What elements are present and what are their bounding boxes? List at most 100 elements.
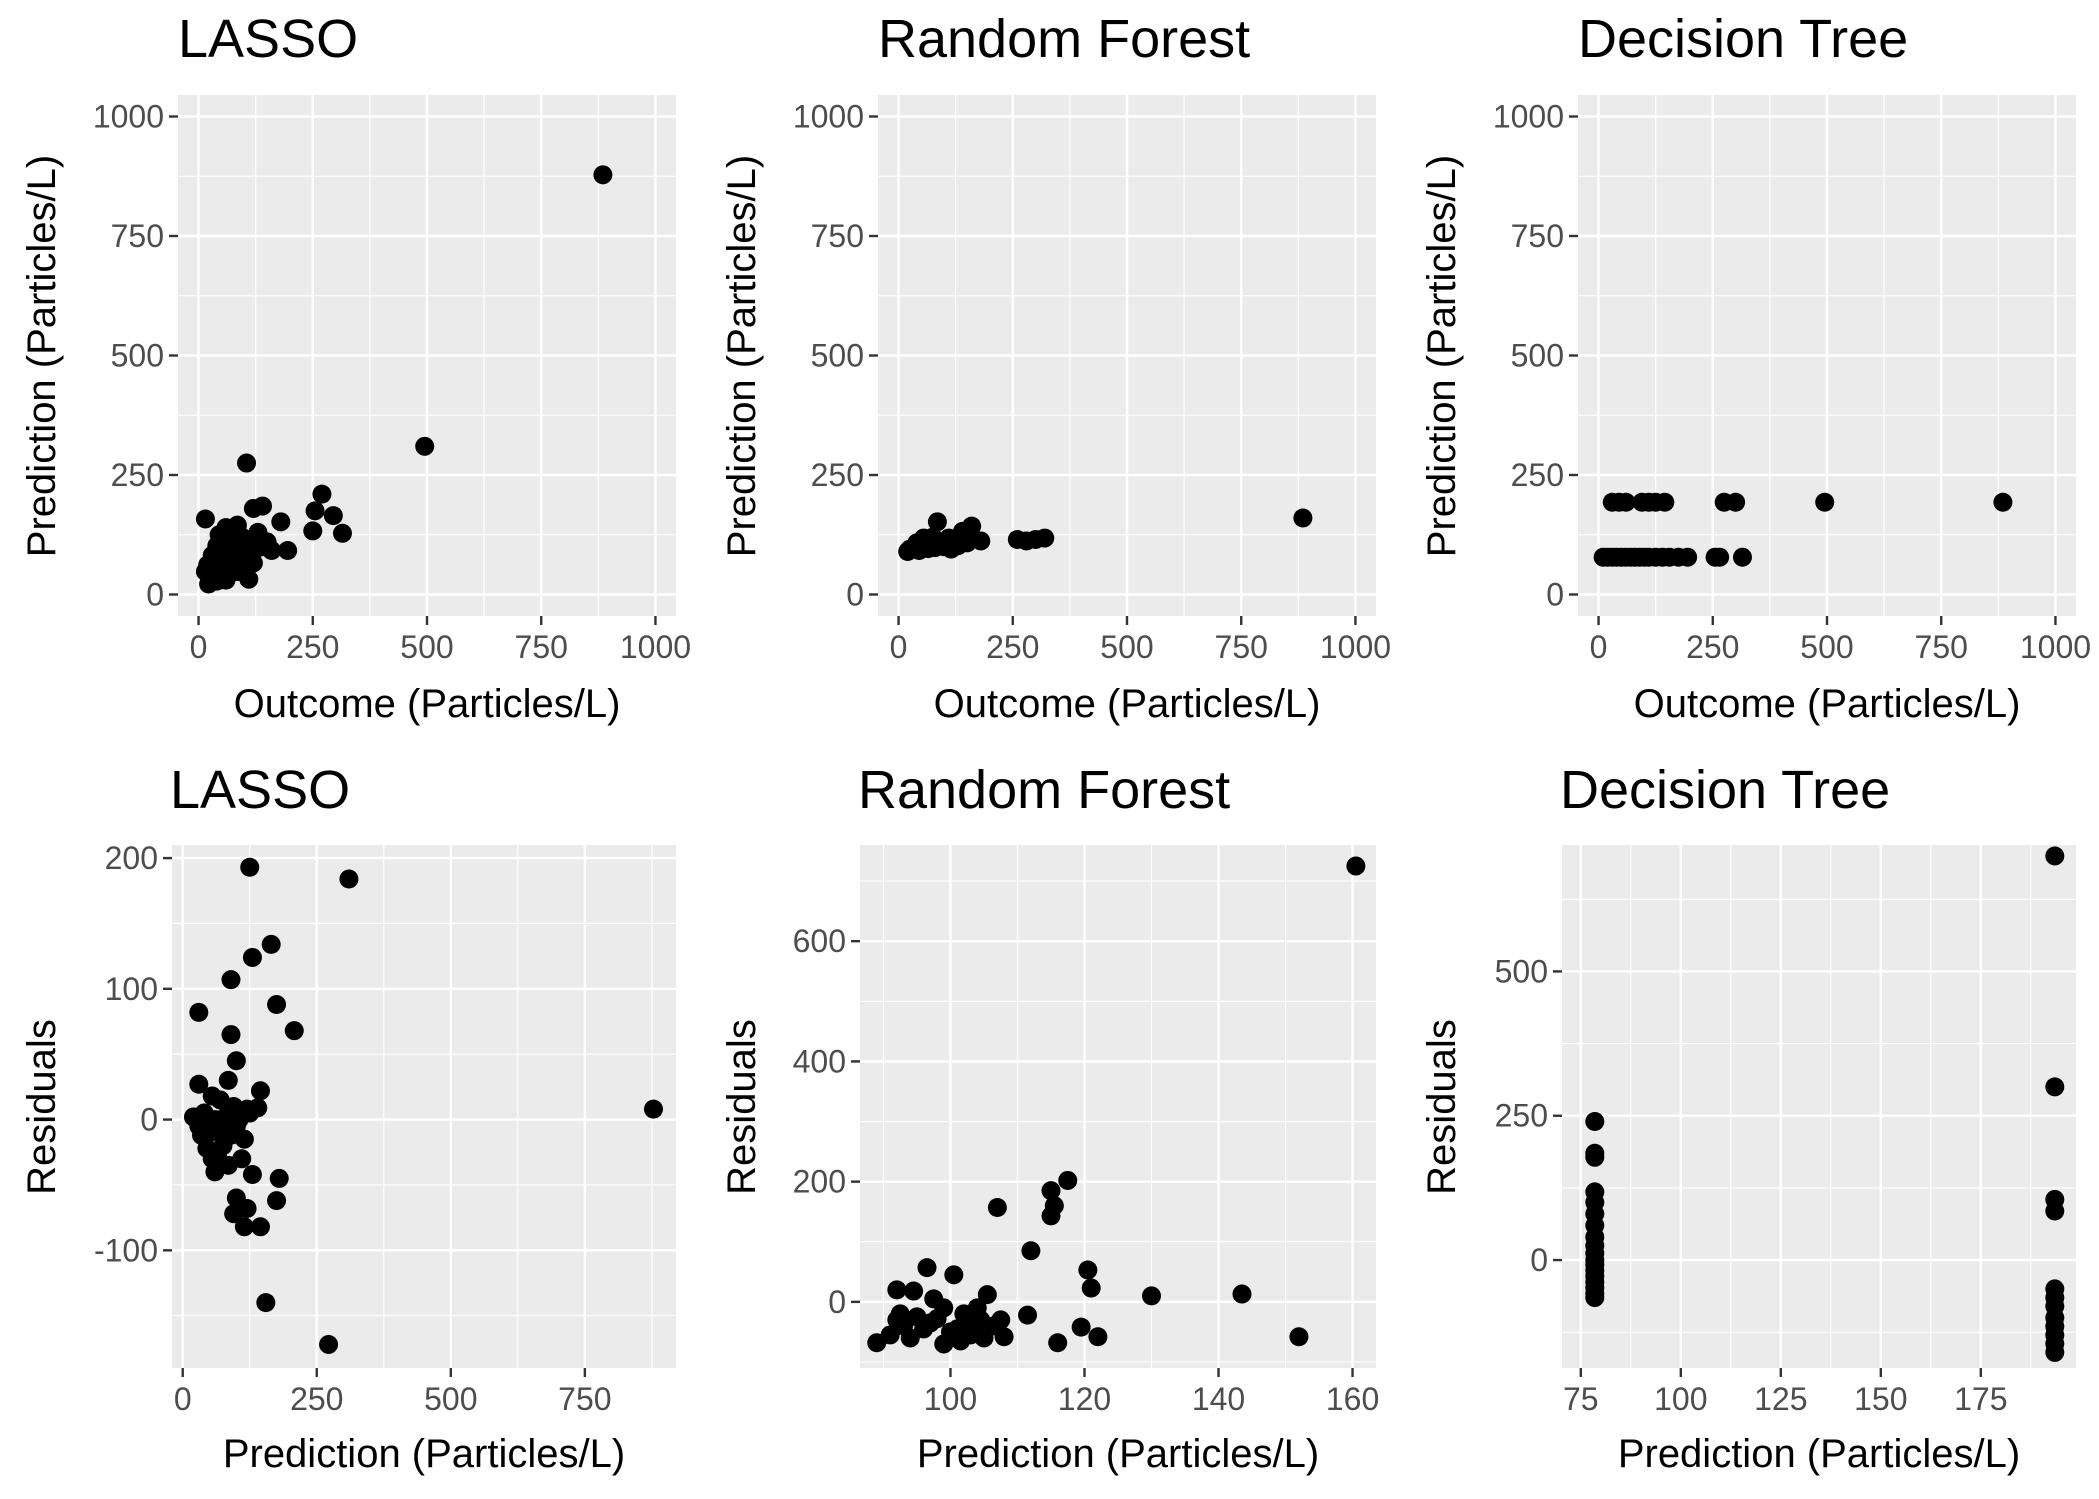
data-point xyxy=(240,857,260,877)
data-point xyxy=(867,1333,887,1353)
x-axis-title: Outcome (Particles/L) xyxy=(1634,682,2021,726)
data-points xyxy=(1585,846,2065,1362)
data-point xyxy=(927,512,947,532)
data-point xyxy=(1058,1170,1078,1190)
x-tick-label: 100 xyxy=(924,1381,977,1417)
data-point xyxy=(256,1293,276,1313)
data-point xyxy=(2045,1201,2065,1221)
y-tick-label: 0 xyxy=(140,1102,158,1138)
data-point xyxy=(199,574,219,594)
panel-title: Decision Tree xyxy=(1578,9,1908,69)
data-point xyxy=(303,521,323,541)
data-point xyxy=(1041,1181,1061,1201)
data-point xyxy=(1021,1241,1041,1261)
panel-random-forest-prediction-vs-outcome: Random Forest 0 250 500 750 1000 0 250 500 750 10… xyxy=(720,9,1391,726)
x-tick-label: 750 xyxy=(558,1381,611,1417)
x-tick-label: 500 xyxy=(424,1381,477,1417)
data-point xyxy=(1041,1206,1061,1226)
y-tick-label: 500 xyxy=(1511,338,1564,374)
data-point xyxy=(1293,508,1313,528)
data-point xyxy=(944,1265,964,1285)
x-tick-label: 1000 xyxy=(2020,629,2091,665)
y-tick-label: 750 xyxy=(1511,218,1564,254)
x-tick-label: 0 xyxy=(1590,629,1608,665)
data-point xyxy=(1081,1278,1101,1298)
data-point xyxy=(1048,1333,1068,1353)
data-point xyxy=(1071,1317,1091,1337)
x-tick-label: 150 xyxy=(1854,1381,1907,1417)
data-point xyxy=(887,1280,907,1300)
panel-decision-tree-residuals: Decision Tree 75 100 125 150 175 0 250 500 Pred… xyxy=(1420,760,2076,1476)
axis-ticks: 0 250 500 750 1000 0 250 500 750 1000 xyxy=(1493,99,2091,665)
y-tick-label: 1000 xyxy=(93,99,164,135)
data-point xyxy=(213,1136,233,1156)
x-axis-title: Prediction (Particles/L) xyxy=(917,1432,1319,1476)
x-tick-label: 500 xyxy=(1800,629,1853,665)
data-point xyxy=(1078,1260,1098,1280)
x-axis-title: Outcome (Particles/L) xyxy=(234,682,621,726)
gridlines xyxy=(878,95,1376,616)
data-point xyxy=(226,1116,246,1136)
data-point xyxy=(323,506,343,526)
y-tick-label: 750 xyxy=(111,218,164,254)
axis-ticks: 100 120 140 160 0 200 400 600 xyxy=(793,923,1380,1417)
y-axis-title: Residuals xyxy=(1420,1019,1464,1195)
data-point xyxy=(221,1025,241,1045)
y-tick-label: 0 xyxy=(1530,1242,1548,1278)
x-tick-label: 1000 xyxy=(1320,629,1391,665)
data-points xyxy=(1593,492,2013,567)
data-point xyxy=(1585,1112,1605,1132)
data-point xyxy=(243,498,263,518)
x-tick-label: 100 xyxy=(1654,1381,1707,1417)
x-tick-label: 75 xyxy=(1563,1381,1599,1417)
data-point xyxy=(887,1310,907,1330)
x-tick-label: 0 xyxy=(190,629,208,665)
data-point xyxy=(904,1281,924,1301)
data-point xyxy=(974,1328,994,1348)
data-point xyxy=(1726,492,1746,512)
x-tick-label: 250 xyxy=(290,1381,343,1417)
x-tick-label: 175 xyxy=(1954,1381,2007,1417)
y-tick-label: 400 xyxy=(793,1043,846,1079)
y-tick-label: 250 xyxy=(811,457,864,493)
data-point xyxy=(237,453,257,473)
y-tick-label: 0 xyxy=(1546,576,1564,612)
x-tick-label: 750 xyxy=(515,629,568,665)
gridlines xyxy=(1578,95,2076,616)
data-point xyxy=(218,1070,238,1090)
y-tick-label: 1000 xyxy=(1493,99,1564,135)
data-point xyxy=(900,1328,920,1348)
data-point xyxy=(319,1334,339,1354)
panel-title: LASSO xyxy=(170,760,350,820)
data-point xyxy=(202,1149,222,1169)
data-point xyxy=(1142,1286,1162,1306)
data-point xyxy=(2045,1342,2065,1362)
data-point xyxy=(1346,856,1366,876)
data-point xyxy=(911,531,931,551)
data-point xyxy=(914,1319,934,1339)
y-tick-label: 0 xyxy=(146,576,164,612)
y-axis-title: Prediction (Particles/L) xyxy=(20,155,64,557)
panel-decision-tree-prediction-vs-outcome: Decision Tree 0 250 500 750 1000 0 250 500 750 10… xyxy=(1420,9,2091,726)
data-points xyxy=(183,857,663,1354)
data-point xyxy=(242,1164,262,1184)
data-point xyxy=(977,1285,997,1305)
y-tick-label: 200 xyxy=(105,840,158,876)
axis-ticks: 0 250 500 750 -100 0 100 200 xyxy=(94,840,612,1417)
data-point xyxy=(305,501,325,521)
data-point xyxy=(312,484,332,504)
gridlines xyxy=(1562,845,2076,1368)
data-point xyxy=(1018,1305,1038,1325)
data-point xyxy=(237,1198,257,1218)
data-point xyxy=(232,537,252,557)
data-point xyxy=(1585,1288,1605,1308)
data-point xyxy=(261,934,281,954)
y-tick-label: 500 xyxy=(1495,953,1548,989)
data-point xyxy=(1678,547,1698,567)
data-point xyxy=(332,523,352,543)
data-point xyxy=(250,1081,270,1101)
y-axis-title: Residuals xyxy=(20,1019,64,1195)
axis-ticks: 75 100 125 150 175 0 250 500 xyxy=(1495,953,2008,1417)
data-point xyxy=(1732,547,1752,567)
data-point xyxy=(937,533,957,553)
